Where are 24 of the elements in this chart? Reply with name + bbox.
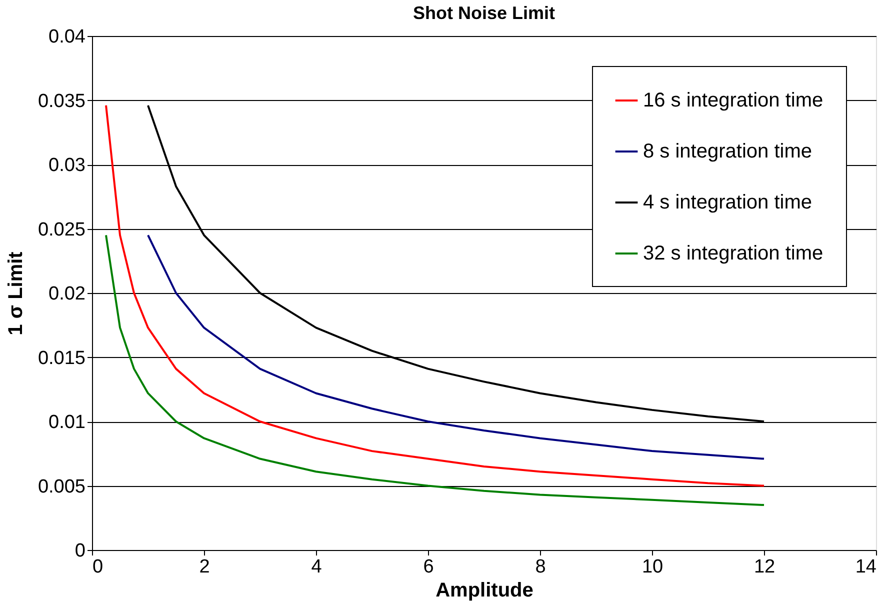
legend-label: 8 s integration time <box>643 140 812 162</box>
x-tick-label: 8 <box>535 556 546 578</box>
y-axis-title: 1 σ Limit <box>4 251 27 336</box>
y-tick-label: 0.01 <box>48 412 86 433</box>
y-tick-label: 0.04 <box>48 26 86 48</box>
x-tick-label: 6 <box>423 556 434 578</box>
y-tick-label: 0.035 <box>38 90 86 112</box>
x-tick-label: 12 <box>754 556 776 578</box>
y-tick-label: 0.03 <box>48 155 86 176</box>
y-tick-label: 0.02 <box>48 284 86 304</box>
legend-label: 4 s integration time <box>643 192 812 214</box>
x-tick-label: 2 <box>199 556 210 578</box>
x-tick-label: 10 <box>642 556 664 578</box>
legend-label: 16 s integration time <box>643 90 824 112</box>
chart-title: Shot Noise Limit <box>412 3 556 23</box>
y-tick-label: 0.025 <box>38 219 86 240</box>
x-axis-title: Amplitude <box>436 580 534 602</box>
x-tick-label: 0 <box>92 556 104 578</box>
y-tick-label: 0.005 <box>38 476 86 498</box>
y-tick-label: 0.015 <box>38 348 86 369</box>
x-tick-label: 4 <box>311 556 322 578</box>
legend-label: 32 s integration time <box>643 242 824 264</box>
x-tick-label: 14 <box>855 556 877 578</box>
y-tick-label: 0 <box>74 540 86 562</box>
